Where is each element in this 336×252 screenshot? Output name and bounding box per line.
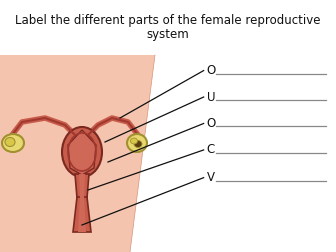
- Polygon shape: [68, 130, 96, 175]
- Text: Label the different parts of the female reproductive: Label the different parts of the female …: [15, 14, 321, 27]
- Polygon shape: [79, 174, 85, 198]
- Polygon shape: [75, 174, 89, 198]
- Ellipse shape: [5, 138, 15, 146]
- Text: U: U: [207, 90, 215, 104]
- Ellipse shape: [2, 134, 24, 152]
- Text: O: O: [207, 117, 216, 130]
- Ellipse shape: [134, 141, 142, 147]
- Polygon shape: [78, 197, 86, 232]
- Ellipse shape: [62, 127, 102, 177]
- Text: O: O: [207, 64, 216, 77]
- Text: C: C: [207, 143, 215, 156]
- Text: V: V: [207, 171, 215, 184]
- Polygon shape: [73, 197, 91, 232]
- Ellipse shape: [127, 134, 147, 152]
- Polygon shape: [0, 55, 155, 252]
- Text: system: system: [146, 28, 190, 41]
- Ellipse shape: [130, 138, 137, 144]
